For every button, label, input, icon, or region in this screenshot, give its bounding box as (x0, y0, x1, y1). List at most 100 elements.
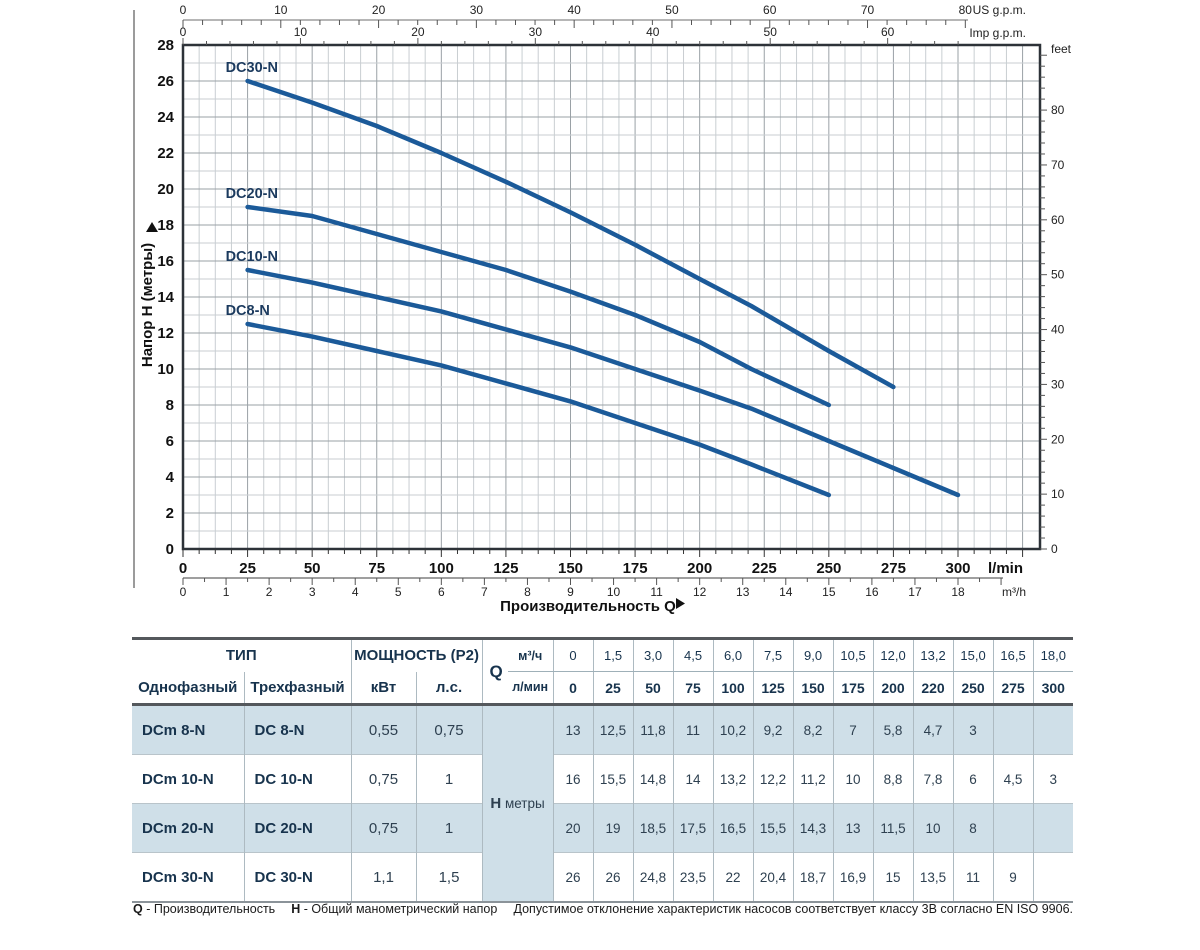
lmin-tick-label: 175 (623, 560, 648, 577)
lmin-tick-label: 25 (239, 560, 256, 577)
meters-tick-label: 10 (157, 361, 174, 378)
us-gpm-tick-label: 80 (959, 3, 973, 17)
legend-definitions: Q - Производительность H - Общий маномет… (133, 902, 497, 916)
axis-imp-gpm: 0 10 20 30 40 50 60 Imp g.p.m. (180, 25, 1026, 45)
feet-tick-label: 70 (1051, 158, 1065, 172)
q-lmin-value: 175 (832, 671, 874, 706)
header-row-groups: ТИП МОЩНОСТЬ (P2) Q м³/ч л/мин 0 1,5 3,0 4,… (132, 638, 1074, 706)
lmin-tick-label: 300 (945, 560, 970, 577)
power-hp-value: 0,75 (415, 704, 483, 755)
h-value-cell: 18,5 (632, 803, 674, 853)
h-header-cell: H метры (481, 704, 554, 902)
q-m3h-value: 16,5 (992, 638, 1034, 672)
feet-unit-label: feet (1051, 42, 1072, 56)
q-lmin-value: 100 (712, 671, 754, 706)
tolerance-note: Допустимое отклонение характеристик насо… (513, 902, 1074, 916)
h-value-cell (992, 704, 1034, 755)
h-value-cell: 10,2 (712, 704, 754, 755)
h-value-cell: 7,8 (912, 754, 954, 804)
h-value-cell: 20,4 (752, 852, 794, 902)
model-three-phase: DC 10-N (243, 754, 352, 804)
q-lmin-value: 300 (1032, 671, 1074, 706)
lmin-tick-label: 125 (493, 560, 518, 577)
h-value-cell: 26 (552, 852, 594, 902)
curve-label-DC8-N: DC8-N (226, 303, 270, 319)
meters-tick-label: 18 (157, 217, 174, 234)
q-lmin-value: 150 (792, 671, 834, 706)
meters-tick-label: 24 (157, 109, 174, 126)
axis-us-gpm: 0 10 20 30 40 50 60 70 80 US g.p.m. (180, 3, 1026, 28)
q-m3h-value: 0 (552, 638, 594, 672)
us-gpm-tick-label: 40 (567, 3, 581, 17)
lmin-tick-label: 0 (179, 560, 187, 577)
h-value-cell: 8 (952, 803, 994, 853)
h-value-cell: 23,5 (672, 852, 714, 902)
m3h-tick-label: 7 (481, 585, 488, 599)
m3h-tick-label: 8 (524, 585, 531, 599)
h-value-cell: 12,5 (592, 704, 634, 755)
us-gpm-tick-label: 10 (274, 3, 288, 17)
q-lmin-value: 250 (952, 671, 994, 706)
h-value-cell: 15,5 (752, 803, 794, 853)
h-value-cell: 11 (672, 704, 714, 755)
q-m3h-value: 4,5 (672, 638, 714, 672)
model-single-phase: DCm 8-N (132, 704, 244, 755)
us-gpm-tick-label: 70 (861, 3, 875, 17)
col-header-hp: л.с. (415, 671, 483, 706)
q-m3h-value: 1,5 (592, 638, 634, 672)
meters-tick-label: 12 (157, 325, 174, 342)
h-definition: H - Общий манометрический напор (291, 902, 498, 916)
lmin-tick-label: 100 (429, 560, 454, 577)
q-lmin-value: 0 (552, 671, 594, 706)
feet-tick-label: 10 (1051, 487, 1065, 501)
m3h-tick-label: 12 (693, 585, 707, 599)
h-value-cell: 14,3 (792, 803, 834, 853)
lmin-tick-label: 200 (687, 560, 712, 577)
lmin-tick-label: 275 (881, 560, 906, 577)
pump-row-DC20-N: DCm 20-N DC 20-N 0,75 1 20 19 18,5 17,5 16,5 15,5… (132, 803, 1074, 853)
m3h-tick-label: 10 (607, 585, 621, 599)
curve-label-DC10-N: DC10-N (226, 249, 278, 265)
h-value-cell: 19 (592, 803, 634, 853)
h-value-cell: 9,2 (752, 704, 794, 755)
imp-gpm-tick-label: 50 (764, 25, 778, 39)
power-kw-value: 0,55 (350, 704, 417, 755)
h-value-cell: 3 (952, 704, 994, 755)
m3h-tick-label: 0 (180, 585, 187, 599)
q-m3h-value: 9,0 (792, 638, 834, 672)
power-hp-value: 1 (415, 803, 483, 853)
curve-label-DC30-N: DC30-N (226, 60, 278, 76)
meters-tick-label: 8 (166, 397, 174, 414)
power-kw-value: 0,75 (350, 803, 417, 853)
feet-tick-label: 60 (1051, 213, 1065, 227)
m3h-tick-label: 14 (779, 585, 793, 599)
h-value-cell: 4,5 (992, 754, 1034, 804)
h-value-cell: 22 (712, 852, 754, 902)
h-value-cell: 3 (1032, 754, 1074, 804)
imp-gpm-tick-label: 0 (180, 25, 187, 39)
feet-tick-label: 30 (1051, 377, 1065, 391)
h-value-cell: 5,8 (872, 704, 914, 755)
q-m3h-value: 13,2 (912, 638, 954, 672)
h-value-cell: 16,5 (712, 803, 754, 853)
h-value-cell (992, 803, 1034, 853)
q-unit-lmin: л/мин (512, 680, 549, 695)
h-value-cell: 10 (832, 754, 874, 804)
us-gpm-tick-label: 30 (470, 3, 484, 17)
curve-label-DC20-N: DC20-N (226, 186, 278, 202)
m3h-tick-label: 13 (736, 585, 750, 599)
lmin-tick-label: 150 (558, 560, 583, 577)
h-value-cell: 13 (552, 704, 594, 755)
h-value-cell: 15,5 (592, 754, 634, 804)
meters-tick-label: 6 (166, 433, 174, 450)
h-value-cell: 6 (952, 754, 994, 804)
lmin-unit-label: l/min (988, 560, 1023, 577)
us-gpm-unit-label: US g.p.m. (973, 3, 1026, 17)
model-three-phase: DC 20-N (243, 803, 352, 853)
lmin-tick-label: 250 (816, 560, 841, 577)
imp-gpm-tick-label: 60 (881, 25, 895, 39)
curve-DC8-N (245, 321, 832, 498)
m3h-tick-label: 18 (951, 585, 965, 599)
imp-gpm-tick-label: 20 (411, 25, 425, 39)
